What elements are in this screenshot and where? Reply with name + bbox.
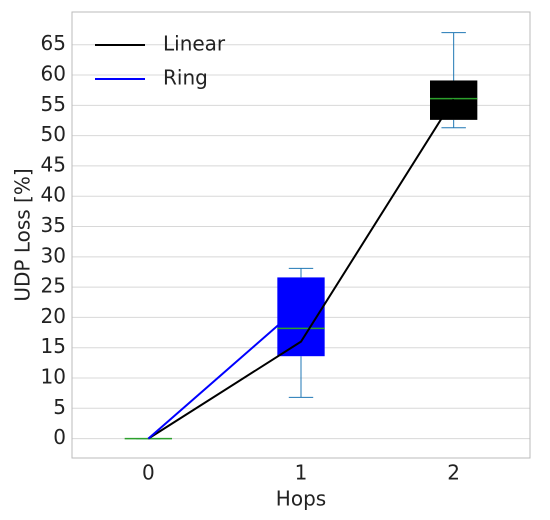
x-tick-label: 1 — [295, 461, 308, 485]
y-tick-label: 40 — [41, 183, 66, 207]
y-tick-label: 60 — [41, 62, 66, 86]
line — [147, 304, 302, 440]
y-tick-label: 30 — [41, 243, 66, 267]
y-tick-label: 50 — [41, 122, 66, 146]
x-tick-label: 0 — [142, 461, 155, 485]
y-tick-label: 15 — [41, 334, 66, 358]
y-tick-label: 35 — [41, 213, 66, 237]
y-tick-label: 20 — [41, 304, 66, 328]
y-tick-label: 45 — [41, 152, 66, 176]
legend-label: Linear — [163, 32, 226, 56]
x-axis-label: Hops — [276, 487, 326, 511]
y-tick-label: 5 — [53, 395, 66, 419]
y-tick-label: 0 — [53, 425, 66, 449]
y-axis-label: UDP Loss [%] — [11, 168, 35, 301]
y-tick-label: 25 — [41, 274, 66, 298]
plot-frame — [71, 11, 531, 459]
line — [147, 98, 455, 440]
y-tick-label: 65 — [41, 31, 66, 55]
x-tick-label: 2 — [447, 461, 460, 485]
legend-label: Ring — [163, 66, 208, 90]
y-tick-label: 10 — [41, 365, 66, 389]
y-tick-label: 55 — [41, 92, 66, 116]
